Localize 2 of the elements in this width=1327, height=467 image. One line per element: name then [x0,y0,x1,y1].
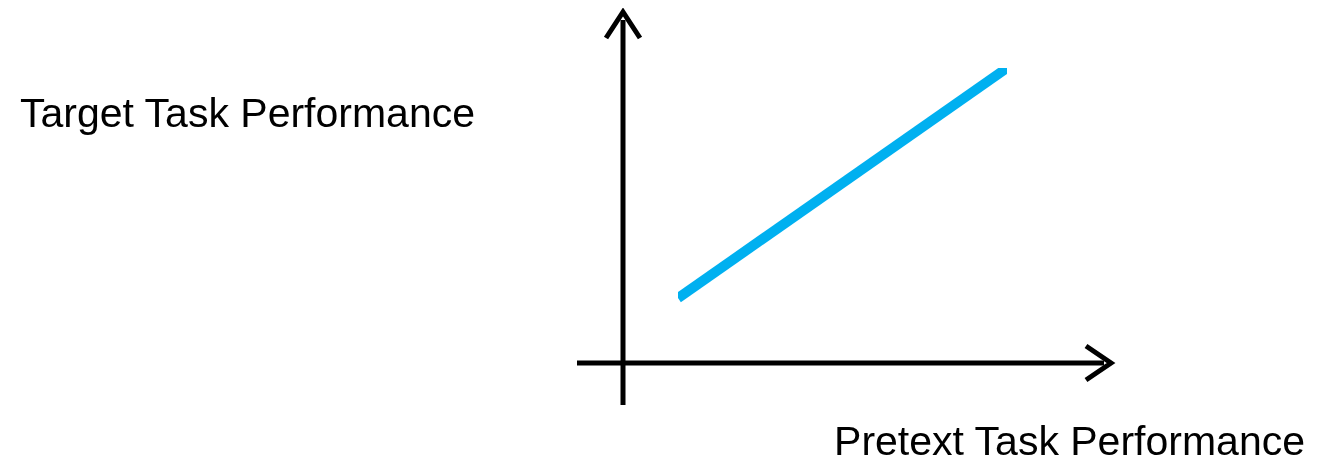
y-axis-title: Target Task Performance [20,90,476,137]
x-axis-title: Pretext Task Performance [834,418,1305,465]
